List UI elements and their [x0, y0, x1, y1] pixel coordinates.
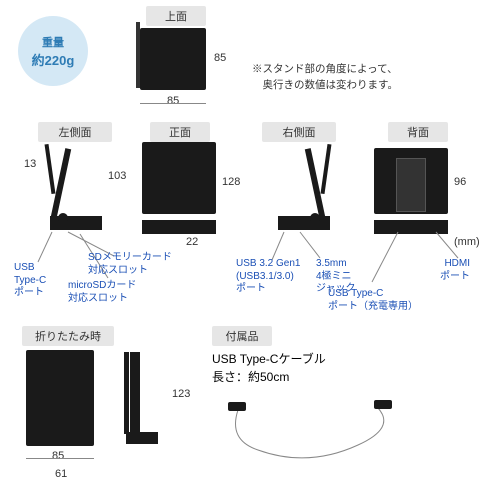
port-usbc-charge: USB Type-C ポート（充電専用）: [328, 288, 418, 313]
port-usb32: USB 3.2 Gen1 (USB3.1/3.0) ポート: [236, 258, 300, 296]
port-sd: SDメモリーカード 対応スロット: [88, 252, 172, 277]
product-folded: [26, 350, 94, 446]
port-hdmi: HDMI ポート: [440, 258, 470, 283]
port-microsd: microSDカード 対応スロット: [68, 280, 136, 305]
dim-folded-w: 85: [52, 450, 64, 462]
dim-folded-h: 123: [172, 388, 190, 400]
acc-len: 長さ：約50cm: [212, 368, 289, 385]
view-acc-title: 付属品: [212, 326, 272, 346]
dim-folded-sub: 61: [55, 468, 67, 480]
acc-name: USB Type-Cケーブル: [212, 350, 326, 367]
view-folded-title: 折りたたみ時: [22, 326, 114, 346]
port-usbc: USB Type-C ポート: [14, 262, 46, 300]
